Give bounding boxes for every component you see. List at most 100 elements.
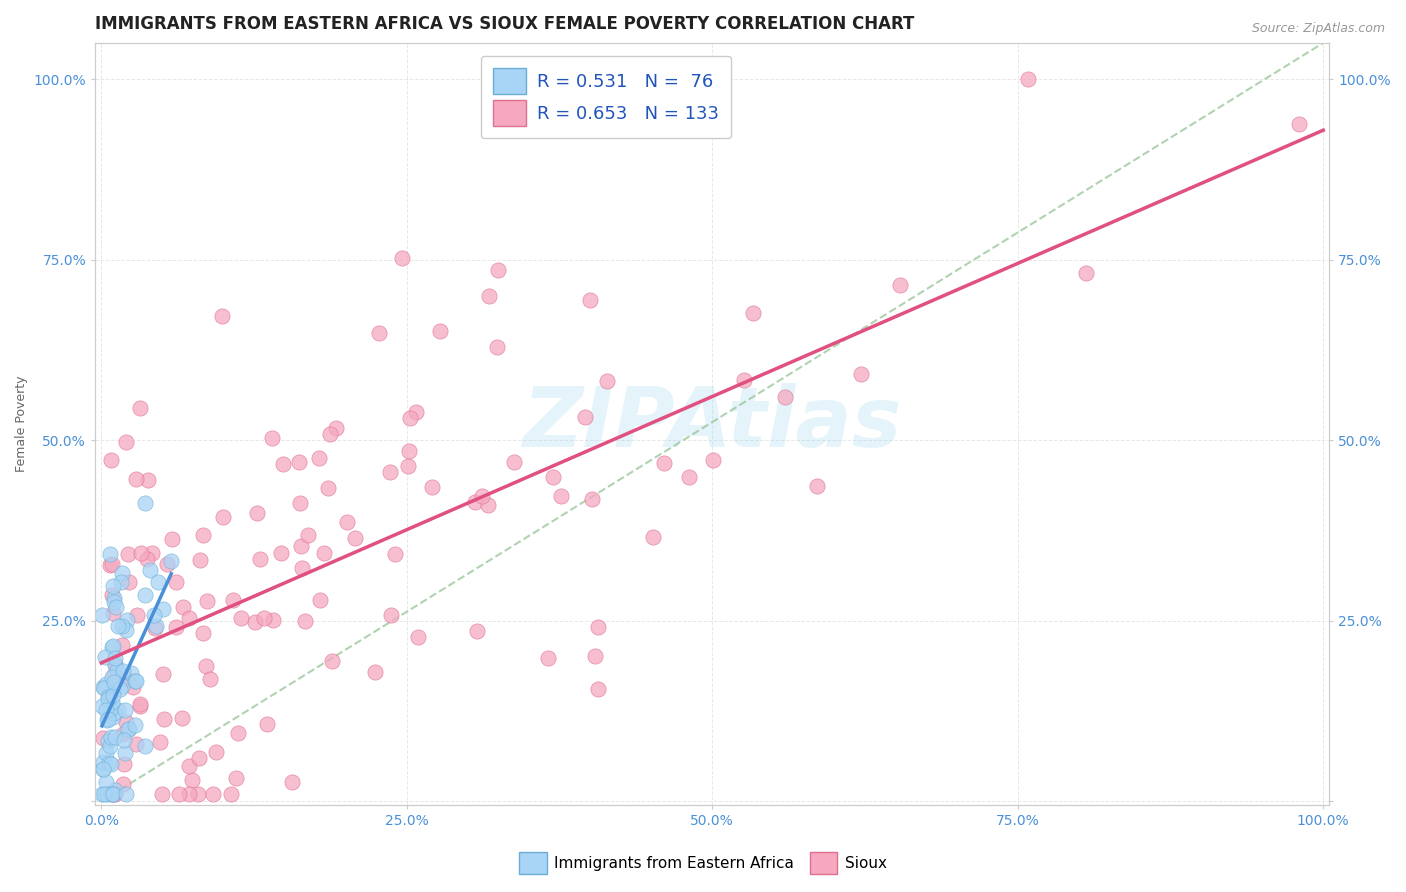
Text: Source: ZipAtlas.com: Source: ZipAtlas.com (1251, 22, 1385, 36)
Point (107, 703, 129, 717)
Point (91, 755, 114, 769)
Point (91, 762, 114, 776)
Point (290, 540, 312, 554)
Point (420, 480, 443, 494)
Point (96, 734, 118, 748)
Point (125, 472, 148, 486)
Point (98, 547, 121, 561)
Point (107, 619, 129, 633)
Point (319, 427, 342, 442)
Point (429, 324, 451, 338)
Point (98, 756, 121, 771)
Point (105, 664, 128, 678)
Point (94, 677, 117, 691)
Point (256, 717, 278, 731)
Point (90, 607, 112, 622)
Point (111, 638, 134, 652)
Point (290, 496, 312, 510)
Point (138, 473, 160, 487)
Point (336, 515, 359, 529)
Point (550, 489, 572, 503)
Point (187, 751, 209, 765)
Legend: Immigrants from Eastern Africa, Sioux: Immigrants from Eastern Africa, Sioux (513, 846, 893, 880)
Point (115, 624, 138, 638)
Point (471, 489, 494, 503)
Point (177, 787, 200, 801)
Point (117, 547, 139, 561)
Point (134, 496, 156, 510)
Point (1074, 266, 1097, 280)
Point (156, 557, 179, 571)
Point (465, 624, 488, 638)
Point (243, 615, 266, 629)
Point (486, 263, 509, 277)
Point (464, 495, 486, 509)
Point (211, 309, 233, 323)
Point (110, 679, 132, 693)
Point (98, 688, 121, 702)
Point (115, 434, 138, 449)
Point (93, 787, 115, 801)
Point (543, 469, 565, 483)
Point (325, 420, 347, 434)
Point (96, 713, 118, 727)
Point (191, 528, 214, 542)
Point (114, 673, 136, 687)
Point (148, 735, 170, 749)
Point (112, 664, 135, 678)
Point (114, 703, 136, 717)
Point (115, 614, 138, 628)
Point (312, 546, 335, 560)
Point (100, 756, 122, 771)
Point (93, 681, 115, 696)
Point (98, 690, 121, 704)
Point (187, 787, 209, 801)
Point (108, 682, 131, 697)
Point (150, 787, 173, 801)
Point (91, 762, 114, 776)
Point (344, 531, 367, 545)
Point (103, 606, 125, 620)
Point (188, 553, 211, 567)
Point (253, 611, 276, 625)
Point (103, 668, 125, 682)
Point (851, 368, 873, 382)
Point (122, 680, 145, 694)
Point (111, 566, 134, 581)
Point (139, 563, 162, 577)
Point (643, 530, 665, 544)
Point (117, 723, 139, 737)
Point (406, 630, 429, 644)
Point (294, 614, 316, 628)
Point (1017, 72, 1039, 87)
Point (249, 551, 271, 566)
Point (115, 714, 138, 729)
Point (118, 722, 141, 736)
Point (281, 774, 304, 789)
Point (288, 455, 311, 469)
Point (271, 457, 294, 471)
Point (391, 251, 413, 265)
Point (94, 746, 117, 760)
Point (128, 699, 150, 714)
Point (97, 690, 120, 705)
Point (103, 595, 125, 609)
Point (103, 591, 125, 605)
Point (111, 727, 134, 741)
Point (742, 306, 765, 320)
Point (194, 659, 217, 673)
Point (775, 390, 797, 404)
Point (152, 602, 174, 616)
Point (128, 698, 150, 712)
Point (104, 599, 127, 614)
Point (104, 783, 127, 797)
Point (1288, 117, 1310, 131)
Point (537, 650, 560, 665)
Point (180, 772, 202, 787)
Point (98, 739, 121, 753)
Point (111, 618, 134, 632)
Point (114, 746, 136, 760)
Point (103, 706, 125, 720)
Point (152, 712, 174, 726)
Point (136, 552, 159, 566)
